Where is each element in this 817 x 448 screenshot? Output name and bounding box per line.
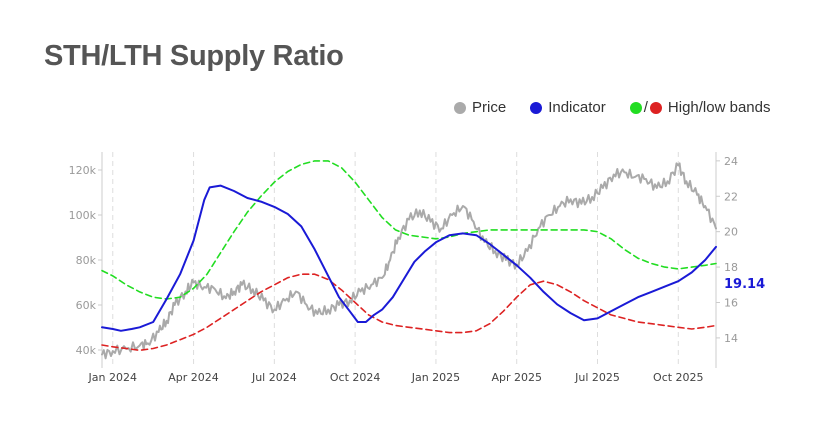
x-tick-label: Apr 2024: [168, 371, 219, 384]
left-tick-label: 60k: [76, 299, 97, 312]
right-tick-label: 24: [724, 155, 738, 168]
x-tick-label: Jul 2025: [574, 371, 620, 384]
low-band-line: [101, 273, 717, 352]
low-band-legend-dot-icon: [649, 101, 662, 114]
legend-item-price[interactable]: Price: [454, 99, 506, 116]
right-tick-label: 20: [724, 226, 738, 239]
price-line: [101, 162, 717, 360]
left-tick-label: 40k: [76, 344, 97, 357]
indicator-last-value-label: 19.14: [724, 277, 765, 292]
x-tick-label: Jan 2025: [411, 371, 460, 384]
right-tick-label: 14: [724, 332, 738, 345]
chart-grid: [112, 152, 679, 368]
x-tick-label: Jan 2024: [88, 371, 137, 384]
price-legend-dot-icon: [454, 101, 466, 114]
legend-bands-slash: /: [643, 99, 648, 116]
indicator-legend-dot-icon: [530, 101, 543, 114]
legend-price-label: Price: [472, 99, 507, 116]
x-tick-label: Oct 2025: [653, 371, 704, 384]
x-tick-label: Oct 2024: [330, 371, 381, 384]
legend-item-indicator[interactable]: Indicator: [530, 99, 606, 116]
left-tick-label: 100k: [69, 209, 97, 222]
legend-indicator-label: Indicator: [548, 99, 606, 116]
x-tick-label: Jul 2024: [251, 371, 297, 384]
chart-legend: Price Indicator / High/low bands: [454, 99, 794, 116]
right-tick-label: 16: [724, 296, 738, 309]
indicator-line: [101, 184, 717, 332]
legend-item-bands[interactable]: / High/low bands: [629, 99, 771, 116]
chart-axes: [98, 152, 720, 368]
right-tick-label: 22: [724, 190, 738, 203]
high-band-line: [101, 160, 717, 300]
chart-series: [101, 160, 717, 360]
x-tick-label: Apr 2025: [491, 371, 542, 384]
high-band-legend-dot-icon: [629, 101, 642, 114]
chart-title: STH/LTH Supply Ratio: [44, 40, 344, 72]
left-tick-label: 80k: [76, 254, 97, 267]
right-tick-label: 18: [724, 261, 738, 274]
left-tick-label: 120k: [69, 164, 97, 177]
chart-tick-labels: Jan 2024 Apr 2024 Jul 2024 Oct 2024 Jan 2025…: [69, 155, 766, 384]
legend-bands-label: High/low bands: [667, 99, 771, 116]
